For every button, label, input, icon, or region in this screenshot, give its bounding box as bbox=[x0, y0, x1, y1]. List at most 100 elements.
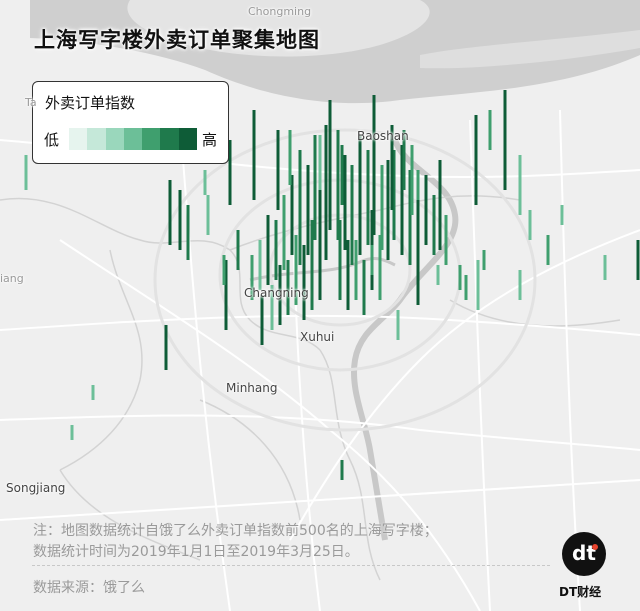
order-bar bbox=[488, 110, 492, 150]
order-bar bbox=[380, 165, 384, 250]
place-label-top-left: Ta bbox=[25, 96, 37, 109]
order-bar bbox=[318, 135, 322, 190]
order-bar bbox=[168, 180, 172, 245]
note-line-1: 注：地图数据统计自饿了么外卖订单指数前500名的上海写字楼； bbox=[33, 523, 438, 539]
order-bar bbox=[362, 260, 366, 315]
order-bar bbox=[402, 130, 406, 190]
order-bars bbox=[24, 90, 640, 480]
river-huangpu bbox=[351, 138, 459, 541]
order-bar bbox=[386, 160, 390, 260]
order-bar bbox=[528, 210, 532, 240]
order-bar bbox=[274, 220, 278, 280]
ring-roads bbox=[153, 128, 537, 432]
order-bar bbox=[324, 125, 328, 260]
road bbox=[0, 414, 640, 451]
order-bar bbox=[436, 265, 440, 285]
order-bar bbox=[298, 150, 302, 200]
logo-name: DT财经 bbox=[559, 585, 602, 599]
order-bar bbox=[70, 425, 74, 440]
order-bar bbox=[424, 175, 428, 245]
legend-swatch bbox=[87, 128, 106, 150]
order-bar bbox=[482, 250, 486, 270]
order-bar bbox=[186, 205, 190, 260]
note-line-2: 数据统计时间为2019年1月1日至2019年3月25日。 bbox=[33, 544, 359, 560]
order-bar bbox=[444, 215, 448, 265]
order-bar bbox=[410, 145, 414, 215]
order-bar bbox=[164, 325, 168, 370]
order-bar bbox=[518, 155, 522, 215]
island-changxing bbox=[420, 30, 640, 69]
order-bar bbox=[258, 240, 262, 290]
order-bar bbox=[603, 255, 607, 280]
order-bar bbox=[203, 170, 207, 195]
order-bar bbox=[346, 240, 350, 310]
order-bar bbox=[224, 260, 228, 330]
order-bar bbox=[390, 125, 394, 210]
order-bar bbox=[302, 245, 306, 320]
order-bar bbox=[318, 190, 322, 300]
place-label-baoshan: Baoshan bbox=[357, 129, 409, 143]
place-label-songjiang: Songjiang bbox=[6, 481, 66, 495]
order-bar bbox=[266, 215, 270, 285]
source-note: 数据来源：饿了么 bbox=[33, 580, 145, 596]
map-title: 上海写字楼外卖订单聚集地图 bbox=[34, 28, 320, 52]
order-bar bbox=[458, 265, 462, 290]
order-bar bbox=[222, 255, 226, 285]
order-bar bbox=[260, 295, 264, 345]
legend-panel: 外卖订单指数 低 高 bbox=[32, 81, 229, 164]
order-bar bbox=[546, 235, 550, 265]
road bbox=[59, 239, 481, 611]
place-label-xuhui: Xuhui bbox=[300, 330, 335, 344]
order-bar bbox=[358, 135, 362, 255]
order-bar bbox=[392, 150, 396, 240]
road bbox=[0, 314, 640, 336]
logo-mark: dt bbox=[572, 541, 596, 565]
order-bar bbox=[476, 260, 480, 310]
order-bar bbox=[518, 270, 522, 300]
order-bar bbox=[328, 110, 332, 230]
legend-swatch bbox=[178, 128, 197, 150]
order-bar bbox=[252, 110, 256, 200]
order-bar bbox=[340, 460, 344, 480]
order-bar bbox=[178, 190, 182, 250]
legend-low-label: 低 bbox=[44, 131, 60, 149]
order-bar bbox=[328, 100, 332, 160]
legend-swatch bbox=[69, 128, 88, 150]
order-bar bbox=[276, 130, 280, 210]
order-bar bbox=[310, 220, 314, 310]
legend-swatch bbox=[123, 128, 143, 150]
road bbox=[289, 229, 640, 541]
order-bar bbox=[408, 170, 412, 265]
order-bar bbox=[400, 145, 404, 255]
order-bar bbox=[298, 170, 302, 265]
order-bar bbox=[396, 310, 400, 340]
legend-color-ramp bbox=[69, 128, 197, 150]
order-bar bbox=[416, 200, 420, 305]
order-bar bbox=[464, 275, 468, 300]
order-bar bbox=[560, 205, 564, 225]
order-bar bbox=[228, 140, 232, 205]
order-bar bbox=[278, 265, 282, 325]
order-bar bbox=[313, 135, 317, 240]
road bbox=[179, 119, 231, 611]
order-bar bbox=[474, 115, 478, 205]
order-bar bbox=[286, 260, 290, 315]
legend-swatch bbox=[105, 128, 124, 150]
legend-high-label: 高 bbox=[202, 131, 218, 149]
place-label-minhang: Minhang bbox=[226, 381, 278, 395]
legend-title: 外卖订单指数 bbox=[45, 94, 136, 112]
dt-logo-icon: dt bbox=[562, 532, 606, 576]
legend-swatch bbox=[142, 128, 161, 150]
order-bar bbox=[270, 285, 274, 330]
order-bar bbox=[343, 155, 347, 250]
road bbox=[0, 479, 640, 521]
order-bar bbox=[290, 175, 294, 255]
order-bar bbox=[432, 195, 436, 255]
order-bar bbox=[378, 235, 382, 300]
order-bar bbox=[366, 150, 370, 245]
logo-dot bbox=[592, 544, 598, 550]
footer-divider bbox=[32, 565, 550, 566]
order-bar bbox=[250, 255, 254, 300]
order-bar bbox=[636, 240, 640, 280]
